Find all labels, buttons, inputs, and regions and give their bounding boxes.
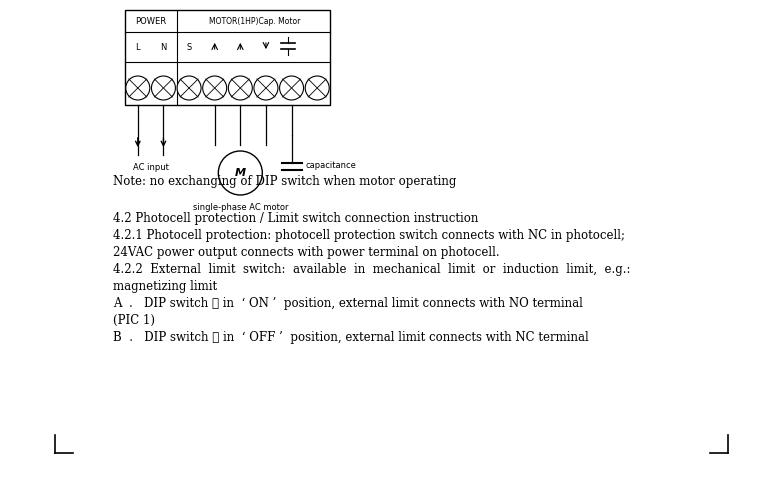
Circle shape xyxy=(151,76,175,100)
Text: MOTOR(1HP)Cap. Motor: MOTOR(1HP)Cap. Motor xyxy=(209,17,301,27)
Circle shape xyxy=(280,76,304,100)
Text: 4.2.2  External  limit  switch:  available  in  mechanical  limit  or  induction: 4.2.2 External limit switch: available i… xyxy=(113,263,630,276)
Text: L: L xyxy=(135,43,140,52)
Text: capacitance: capacitance xyxy=(305,161,356,170)
Circle shape xyxy=(126,76,150,100)
Circle shape xyxy=(305,76,329,100)
Bar xyxy=(125,10,330,105)
Text: AC input: AC input xyxy=(132,163,168,172)
Text: Note: no exchanging of DIP switch when motor operating: Note: no exchanging of DIP switch when m… xyxy=(113,175,456,188)
Text: single-phase AC motor: single-phase AC motor xyxy=(193,203,288,212)
Text: (PIC 1): (PIC 1) xyxy=(113,314,155,327)
Text: A  .   DIP switch ① in  ‘ ON ’  position, external limit connects with NO termin: A . DIP switch ① in ‘ ON ’ position, ext… xyxy=(113,298,583,311)
Circle shape xyxy=(218,151,262,195)
Text: M: M xyxy=(235,168,246,178)
Text: POWER: POWER xyxy=(135,17,167,27)
Text: B  .   DIP switch ① in  ‘ OFF ’  position, external limit connects with NC termi: B . DIP switch ① in ‘ OFF ’ position, ex… xyxy=(113,331,589,344)
Text: 4.2 Photocell protection / Limit switch connection instruction: 4.2 Photocell protection / Limit switch … xyxy=(113,213,478,226)
Text: S: S xyxy=(186,43,192,52)
Circle shape xyxy=(177,76,201,100)
Text: magnetizing limit: magnetizing limit xyxy=(113,281,217,293)
Circle shape xyxy=(229,76,252,100)
Text: 24VAC power output connects with power terminal on photocell.: 24VAC power output connects with power t… xyxy=(113,246,500,259)
Text: N: N xyxy=(161,43,167,52)
Circle shape xyxy=(254,76,278,100)
Text: 4.2.1 Photocell protection: photocell protection switch connects with NC in phot: 4.2.1 Photocell protection: photocell pr… xyxy=(113,229,625,242)
Circle shape xyxy=(203,76,227,100)
